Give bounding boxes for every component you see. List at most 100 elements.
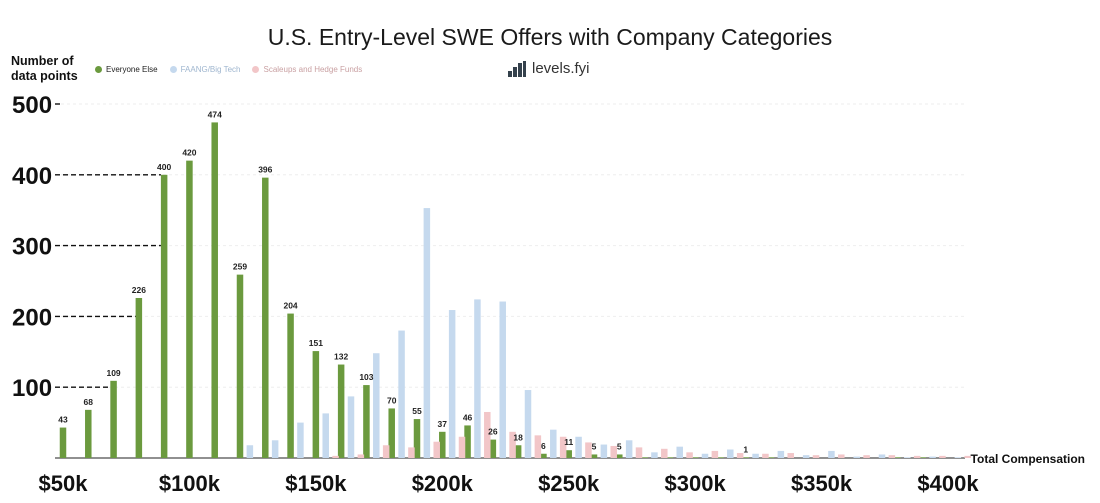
bar-everyone-else-390 xyxy=(919,457,926,458)
x-tick-label-150: $150k xyxy=(285,471,347,496)
data-label-120: 259 xyxy=(233,262,247,272)
y-axis-title-line-2: data points xyxy=(11,69,78,83)
bar-everyone-else-290 xyxy=(666,457,674,458)
bar-everyone-else-140 xyxy=(287,313,294,458)
x-tick-label-100: $100k xyxy=(159,471,221,496)
bar-faang-big-tech-250 xyxy=(575,436,582,458)
data-label-50: 43 xyxy=(58,415,68,425)
y-tick-label-100: 100 xyxy=(12,375,52,402)
bar-faang-big-tech-360 xyxy=(853,456,860,458)
x-tick-label-200: $200k xyxy=(412,471,474,496)
data-label-170: 103 xyxy=(359,372,373,382)
bar-scaleups-and-hedge-funds-190 xyxy=(433,441,440,458)
chart-title: U.S. Entry-Level SWE Offers with Company… xyxy=(267,24,833,50)
bar-scaleups-and-hedge-funds-170 xyxy=(382,445,390,458)
bar-everyone-else-180 xyxy=(388,408,395,458)
bar-faang-big-tech-140 xyxy=(297,422,304,458)
data-label-60: 68 xyxy=(84,397,94,407)
bar-everyone-else-50 xyxy=(59,427,67,458)
bar-faang-big-tech-130 xyxy=(271,440,279,458)
bar-everyone-else-270 xyxy=(616,454,623,458)
bar-everyone-else-120 xyxy=(236,274,244,458)
bar-everyone-else-90 xyxy=(160,174,168,459)
bar-scaleups-and-hedge-funds-200 xyxy=(458,436,466,458)
x-tick-label-400: $400k xyxy=(917,471,979,496)
bar-everyone-else-130 xyxy=(262,177,269,458)
bar-everyone-else-250 xyxy=(565,450,572,458)
bar-faang-big-tech-150 xyxy=(322,413,329,458)
bar-faang-big-tech-180 xyxy=(398,330,405,458)
data-label-220: 26 xyxy=(488,427,498,437)
data-label-80: 226 xyxy=(132,285,146,295)
data-label-150: 151 xyxy=(309,338,323,348)
bar-faang-big-tech-390 xyxy=(929,456,936,458)
y-axis-title: Number of data points xyxy=(11,54,78,84)
bar-scaleups-and-hedge-funds-300 xyxy=(711,450,719,458)
bar-faang-big-tech-300 xyxy=(701,453,709,458)
data-label-180: 70 xyxy=(387,395,397,405)
bar-everyone-else-230 xyxy=(514,445,522,458)
legend-label-everyone-else: Everyone Else xyxy=(106,65,158,74)
bar-everyone-else-70 xyxy=(110,380,117,458)
bar-scaleups-and-hedge-funds-150 xyxy=(332,455,339,458)
legend-swatch-everyone-else xyxy=(95,66,102,73)
bar-scaleups-and-hedge-funds-260 xyxy=(610,445,617,458)
bar-everyone-else-200 xyxy=(439,431,446,458)
bar-everyone-else-220 xyxy=(489,439,497,458)
bar-everyone-else-60 xyxy=(85,409,92,458)
bar-scaleups-and-hedge-funds-290 xyxy=(686,452,693,458)
bar-faang-big-tech-290 xyxy=(676,446,683,458)
data-label-70: 109 xyxy=(106,368,120,378)
y-tick-label-500: 500 xyxy=(12,92,52,119)
bar-everyone-else-100 xyxy=(186,160,193,458)
bar-scaleups-and-hedge-funds-360 xyxy=(863,455,870,458)
bar-faang-big-tech-120 xyxy=(246,445,254,458)
legend-swatch-scaleups xyxy=(252,66,260,73)
data-label-160: 132 xyxy=(334,352,348,362)
bar-scaleups-and-hedge-funds-400 xyxy=(964,455,971,458)
bar-scaleups-and-hedge-funds-340 xyxy=(812,455,820,458)
bar-scaleups-and-hedge-funds-280 xyxy=(661,448,668,458)
bar-scaleups-and-hedge-funds-210 xyxy=(484,411,491,458)
bar-faang-big-tech-240 xyxy=(550,429,557,458)
brand-logo: levels.fyi xyxy=(508,60,590,77)
legend: Everyone Else FAANG/Big Tech Scaleups an… xyxy=(95,65,362,74)
bar-everyone-else-260 xyxy=(590,454,598,458)
legend-item-everyone-else: Everyone Else xyxy=(95,65,158,74)
x-tick-label-350: $350k xyxy=(791,471,853,496)
bar-everyone-else-280 xyxy=(641,457,648,458)
bar-scaleups-and-hedge-funds-330 xyxy=(787,453,794,458)
legend-item-scaleups: Scaleups and Hedge Funds xyxy=(252,65,362,74)
bar-faang-big-tech-370 xyxy=(878,454,886,458)
bar-everyone-else-110 xyxy=(211,122,218,459)
legend-swatch-faang xyxy=(169,66,177,73)
bar-everyone-else-240 xyxy=(540,453,547,458)
bar-faang-big-tech-160 xyxy=(347,396,355,458)
bar-faang-big-tech-380 xyxy=(904,457,911,458)
data-label-110: 474 xyxy=(208,109,222,119)
legend-item-faang: FAANG/Big Tech xyxy=(169,65,240,74)
x-tick-label-300: $300k xyxy=(665,471,727,496)
bar-everyone-else-150 xyxy=(312,351,320,458)
data-label-100: 420 xyxy=(182,148,196,158)
data-label-210: 46 xyxy=(463,412,473,422)
bar-everyone-else-190 xyxy=(413,419,421,458)
bar-scaleups-and-hedge-funds-230 xyxy=(534,435,542,458)
bar-scaleups-and-hedge-funds-240 xyxy=(559,436,567,458)
x-tick-label-250: $250k xyxy=(538,471,600,496)
bar-everyone-else-160 xyxy=(337,364,345,458)
levels-logo-icon xyxy=(508,60,526,77)
data-label-250: 11 xyxy=(564,437,573,447)
bar-faang-big-tech-200 xyxy=(448,310,456,458)
bar-scaleups-and-hedge-funds-350 xyxy=(838,454,845,458)
bar-everyone-else-330 xyxy=(767,457,775,458)
bar-everyone-else-320 xyxy=(742,457,749,458)
bar-scaleups-and-hedge-funds-270 xyxy=(635,447,643,458)
bar-faang-big-tech-310 xyxy=(727,449,734,458)
bar-everyone-else-380 xyxy=(894,457,901,458)
x-tick-label-50: $50k xyxy=(39,471,89,496)
bar-faang-big-tech-350 xyxy=(828,450,835,458)
bar-faang-big-tech-270 xyxy=(625,440,633,458)
bar-scaleups-and-hedge-funds-390 xyxy=(939,455,946,458)
